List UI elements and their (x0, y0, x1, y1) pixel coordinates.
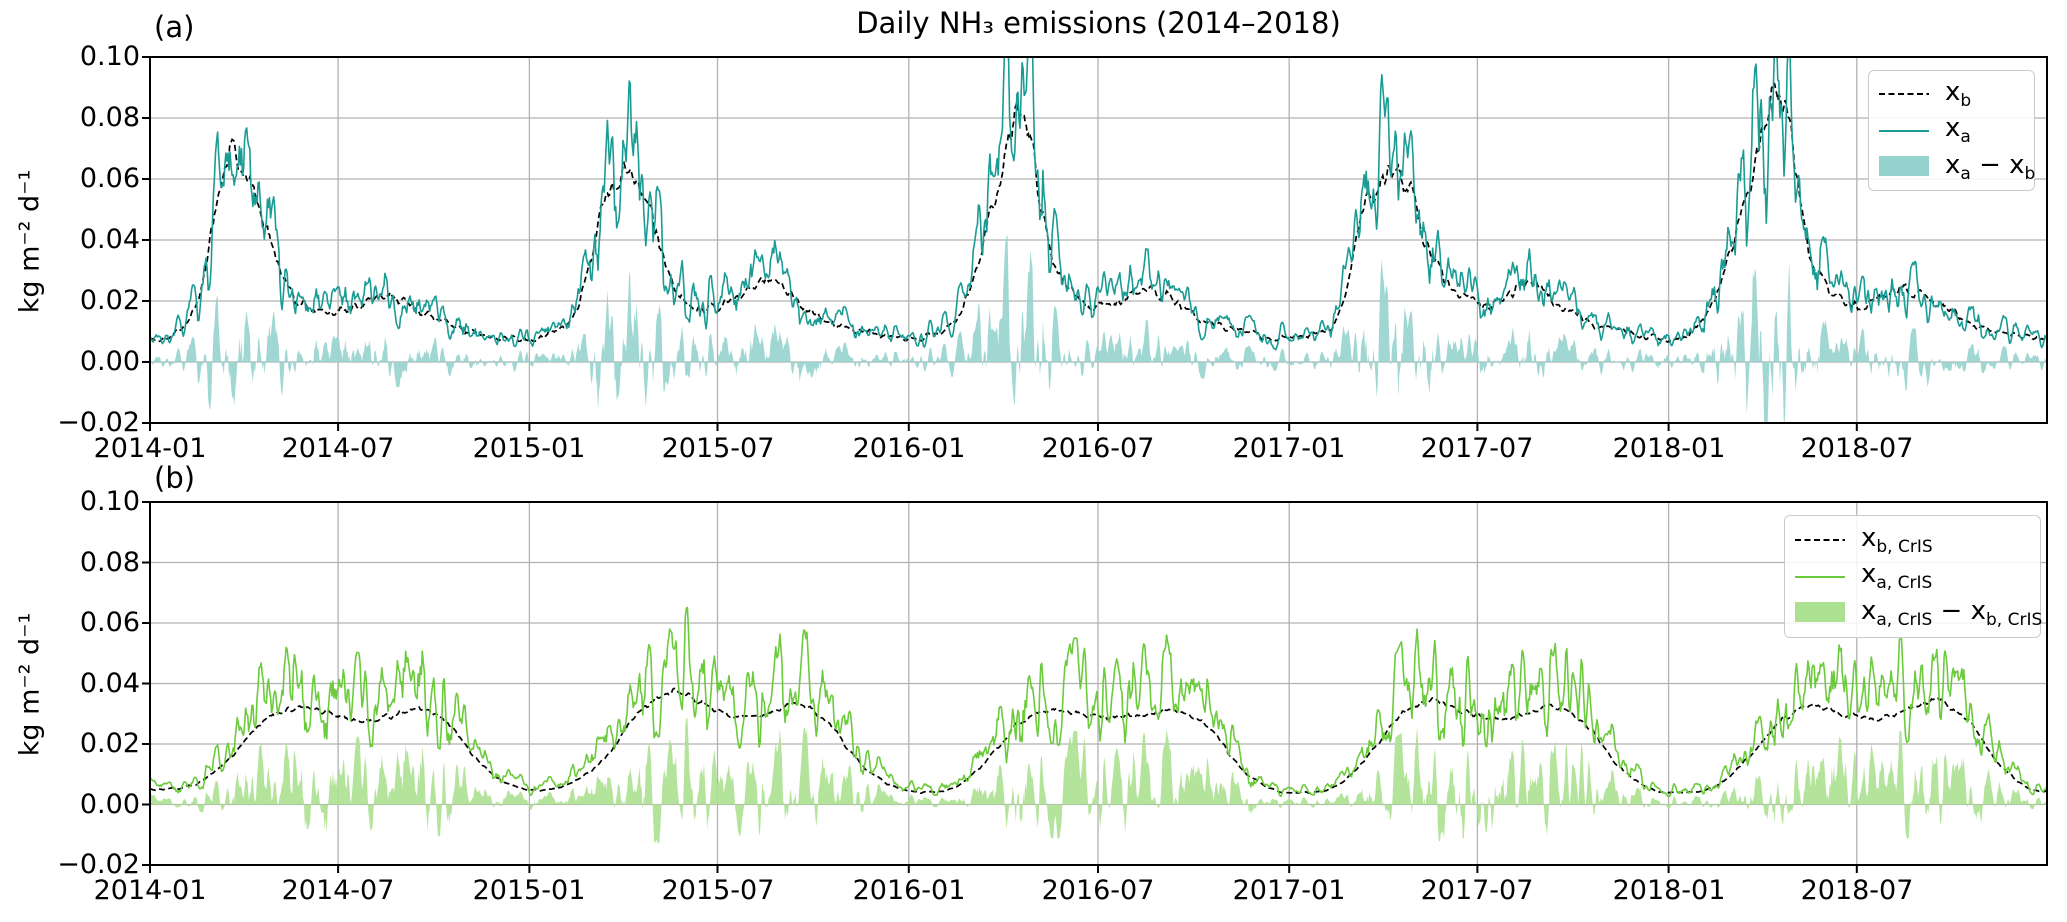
background-dashed-line-a (150, 81, 2047, 343)
analysis-line-a (150, 57, 2047, 351)
legend-line-sample (1795, 566, 1845, 588)
x-tick-label: 2016-01 (852, 433, 966, 464)
legend-line-sample (1879, 120, 1929, 142)
y-tick-label: 0.10 (79, 486, 140, 517)
x-tick-label: 2016-07 (1041, 875, 1155, 906)
background-dashed-line-b (150, 687, 2047, 795)
y-tick-label: −0.02 (57, 407, 140, 438)
x-tick-label: 2015-07 (661, 433, 775, 464)
x-tick-label: 2014-07 (281, 875, 395, 906)
x-tick-label: 2018-07 (1800, 433, 1914, 464)
legend-panel-b: xb, CrIS xa, CrIS xa, CrIS − xb, CrIS (1784, 515, 2042, 638)
legend-label: xa, CrIS − xb, CrIS (1861, 596, 2043, 631)
legend-patch (1795, 602, 1845, 623)
legend-dash-sample (1879, 83, 1929, 105)
y-tick-label: 0.08 (79, 102, 140, 133)
x-tick-label: 2015-01 (472, 433, 586, 464)
x-tick-label: 2018-01 (1612, 875, 1726, 906)
x-tick-label: 2014-01 (93, 433, 207, 464)
y-tick-label: 0.06 (79, 607, 140, 638)
y-tick-label: 0.04 (79, 224, 140, 255)
x-tick-label: 2015-07 (661, 875, 775, 906)
y-tick-label: 0.08 (79, 547, 140, 578)
x-tick-label: 2014-01 (93, 875, 207, 906)
legend-label: xa − xb (1945, 149, 2036, 184)
x-tick-label: 2014-07 (281, 433, 395, 464)
analysis-line-b (150, 606, 2047, 798)
panel-a-label: (a) (154, 10, 195, 44)
legend-patch (1879, 155, 1929, 176)
panel-b-label: (b) (154, 461, 196, 495)
y-tick-label: 0.04 (79, 668, 140, 699)
y-tick-label: 0.02 (79, 728, 140, 759)
legend-label: xa, CrIS (1861, 559, 1933, 594)
legend-label: xb, CrIS (1861, 522, 1933, 557)
y-tick-label: 0.00 (79, 346, 140, 377)
legend-row: xa, CrIS (1795, 559, 2030, 594)
x-tick-label: 2017-01 (1232, 875, 1346, 906)
legend-row: xa, CrIS − xb, CrIS (1795, 596, 2042, 630)
axis-ticks-b (142, 501, 1858, 873)
y-tick-label: 0.06 (79, 163, 140, 194)
y-tick-label: 0.02 (79, 285, 140, 316)
legend-row: xa (1879, 113, 2024, 148)
legend-dash-sample (1795, 529, 1845, 551)
y-tick-label: −0.02 (57, 849, 140, 880)
legend-patch-sample (1879, 155, 1929, 178)
x-tick-label: 2018-07 (1800, 875, 1914, 906)
y-tick-label: 0.10 (79, 41, 140, 72)
axis-ticks-a (142, 56, 1858, 431)
x-tick-label: 2017-07 (1420, 875, 1534, 906)
x-tick-label: 2017-07 (1420, 433, 1534, 464)
y-tick-label: 0.00 (79, 789, 140, 820)
x-tick-label: 2016-01 (852, 875, 966, 906)
legend-row: xb, CrIS (1795, 523, 2030, 557)
legend-label: xb (1945, 77, 1972, 112)
plot-area-b (150, 606, 2047, 844)
plot-area-a (150, 57, 2047, 423)
x-tick-label: 2017-01 (1232, 433, 1346, 464)
figure-title: Daily NH₃ emissions (2014–2018) (856, 6, 1341, 40)
x-tick-label: 2015-01 (472, 875, 586, 906)
legend-patch-sample (1795, 602, 1845, 624)
x-tick-label: 2016-07 (1041, 433, 1155, 464)
legend-row: xa − xb (1879, 150, 2035, 184)
legend-row: xb (1879, 77, 2024, 111)
legend-label: xa (1945, 113, 1971, 148)
x-tick-label: 2018-01 (1612, 433, 1726, 464)
legend-panel-a: xb xa xa − xb (1868, 70, 2035, 191)
